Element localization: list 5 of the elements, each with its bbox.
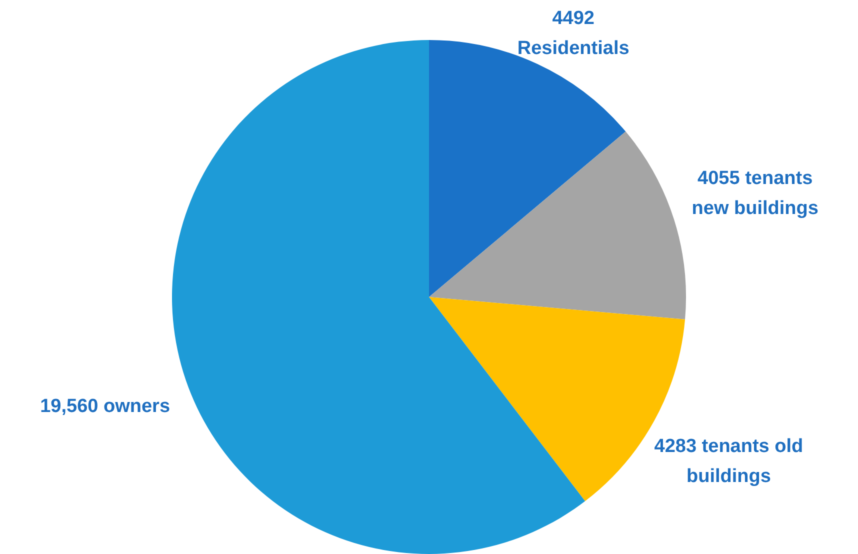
data-label: 4492	[552, 8, 594, 30]
slice-label: Residentials	[517, 38, 630, 60]
slice-label: 4283 tenants old buildings	[654, 436, 804, 487]
slice-label: 4055 tenants new buildings	[692, 168, 818, 220]
slice-label: 19,560 owners	[40, 396, 170, 417]
